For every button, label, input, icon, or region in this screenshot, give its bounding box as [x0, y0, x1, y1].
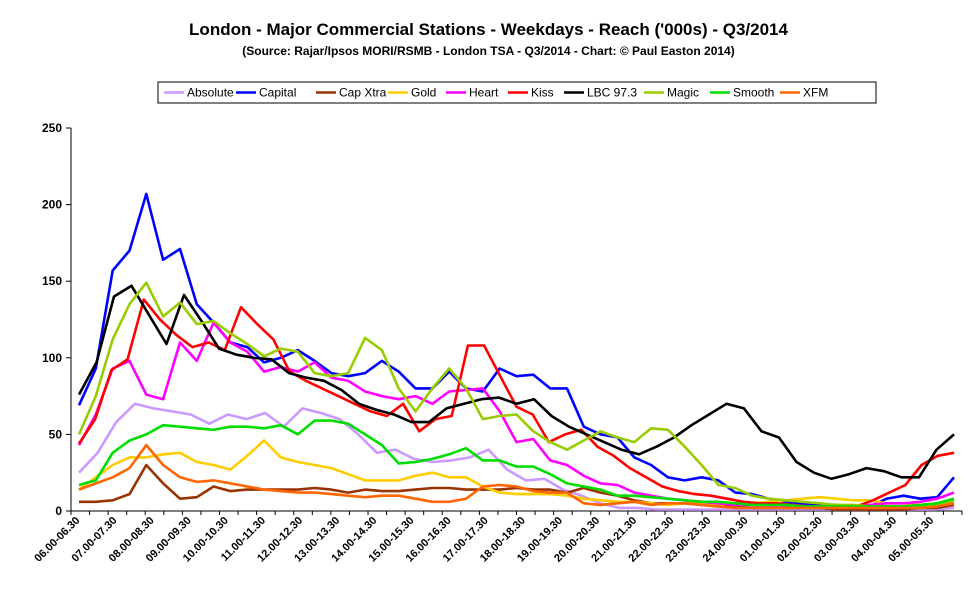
- chart-subtitle: (Source: Rajar/Ipsos MORI/RSMB - London …: [242, 44, 735, 58]
- legend-item-heart[interactable]: Heart: [446, 86, 499, 100]
- series-line-xfm: [78, 443, 955, 510]
- legend-item-xfm[interactable]: XFM: [780, 86, 828, 100]
- legend-label: LBC 97.3: [587, 86, 637, 100]
- series-layer: [77, 192, 955, 511]
- legend-item-magic[interactable]: Magic: [644, 86, 699, 100]
- y-tick-label: 250: [42, 121, 62, 135]
- legend: Absolute Capital Cap Xtra Gold Heart Kiss LBC …: [157, 81, 877, 104]
- legend-label: Smooth: [733, 86, 774, 100]
- legend-item-capital[interactable]: Capital: [236, 86, 296, 100]
- y-tick-label: 150: [42, 274, 62, 288]
- legend-label: Cap Xtra: [339, 86, 387, 100]
- series-line-smooth: [78, 419, 955, 508]
- legend-label: Kiss: [531, 86, 554, 100]
- legend-label: Gold: [411, 86, 436, 100]
- y-tick-label: 50: [49, 427, 63, 441]
- legend-label: Magic: [667, 86, 699, 100]
- legend-item-kiss[interactable]: Kiss: [508, 86, 554, 100]
- y-tick-label: 0: [55, 504, 62, 518]
- legend-label: Heart: [469, 86, 499, 100]
- chart-title: London - Major Commercial Stations - Wee…: [189, 20, 788, 39]
- y-tick-label: 200: [42, 198, 62, 212]
- series-line-magic: [77, 281, 955, 508]
- legend-label: Absolute: [187, 86, 234, 100]
- legend-item-gold[interactable]: Gold: [388, 86, 436, 100]
- y-tick-label: 100: [42, 351, 62, 365]
- legend-item-cap-xtra[interactable]: Cap Xtra: [316, 86, 387, 100]
- legend-label: Capital: [259, 86, 296, 100]
- series-line-capital: [77, 192, 955, 508]
- legend-item-lbc-97-3[interactable]: LBC 97.3: [564, 86, 637, 100]
- legend-item-absolute[interactable]: Absolute: [164, 86, 234, 100]
- series-line-absolute: [78, 402, 955, 511]
- legend-label: XFM: [803, 86, 828, 100]
- series-line-gold: [78, 439, 955, 507]
- legend-item-smooth[interactable]: Smooth: [710, 86, 774, 100]
- series-line-lbc-97-3: [77, 284, 955, 481]
